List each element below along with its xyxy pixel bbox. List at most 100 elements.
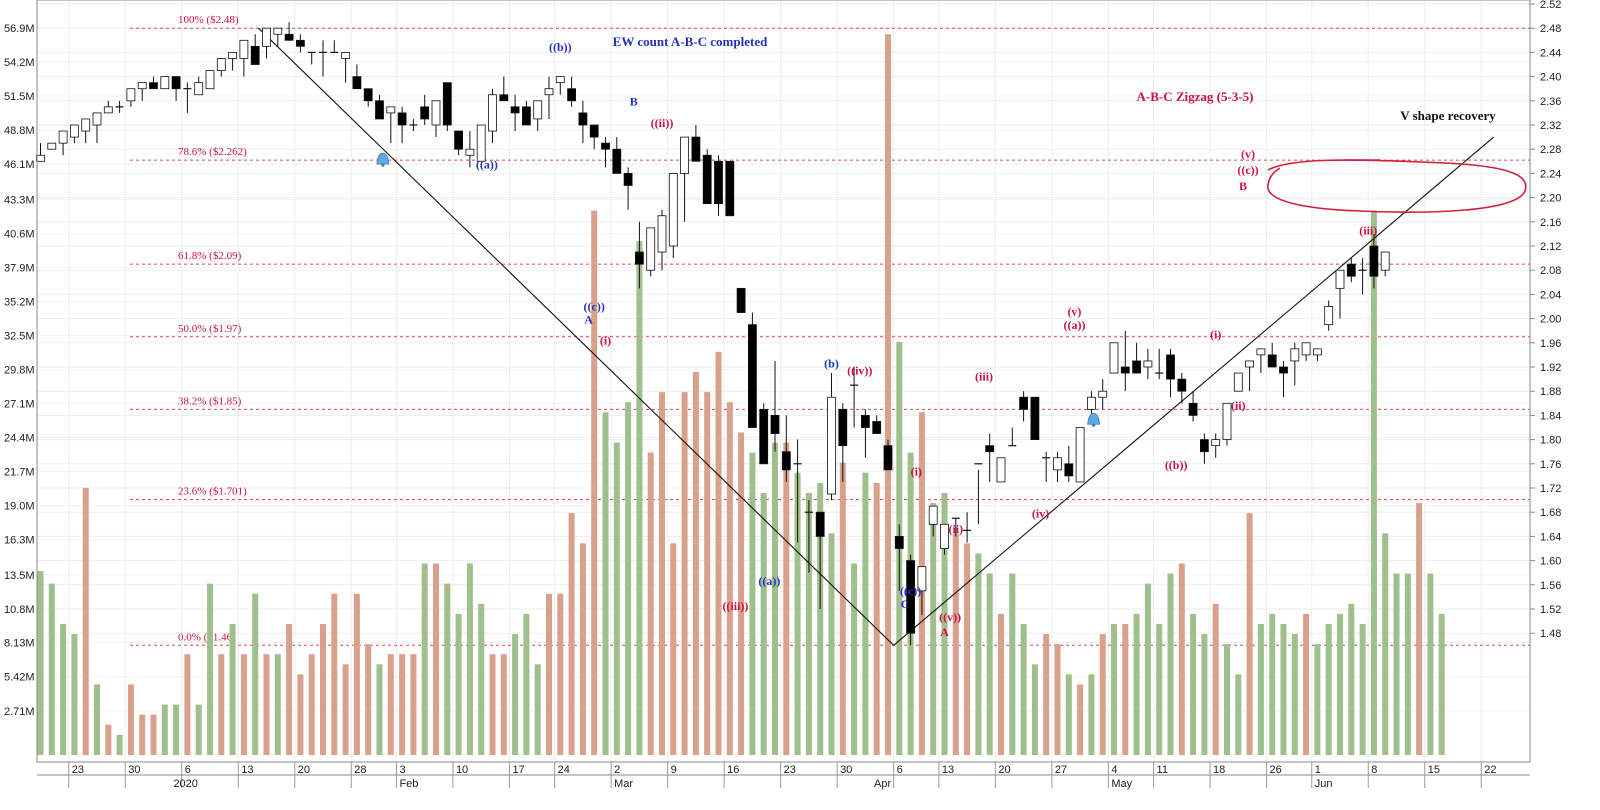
- volume-tick-label: 48.8M: [4, 125, 35, 137]
- candle-body: [544, 88, 554, 96]
- volume-bar: [207, 583, 213, 755]
- volume-tick-label: 27.1M: [4, 399, 35, 411]
- volume-bar: [862, 472, 869, 755]
- candle: [47, 142, 57, 150]
- candle: [850, 367, 859, 428]
- volume-bar: [1178, 563, 1185, 755]
- volume-bar: [738, 432, 745, 755]
- volume-bar: [353, 593, 360, 755]
- volume-bar: [1065, 674, 1072, 755]
- candle-body: [861, 414, 870, 428]
- candle: [1155, 348, 1164, 380]
- candle: [420, 94, 430, 125]
- volume-bar: [1111, 623, 1117, 755]
- volume-tick-label: 46.1M: [4, 159, 35, 171]
- candle: [307, 51, 316, 65]
- candle-body: [465, 148, 475, 156]
- candle-body: [363, 88, 373, 102]
- wave-label: ((c)): [584, 300, 605, 314]
- volume-bar: [229, 623, 236, 755]
- fib-level-label: 23.6% ($1.701): [178, 485, 247, 497]
- candle-body: [1279, 366, 1288, 374]
- candle-body: [250, 45, 260, 65]
- candle: [103, 100, 113, 114]
- candle: [646, 227, 656, 277]
- volume-bar: [1031, 664, 1038, 755]
- candle-body: [1075, 427, 1085, 483]
- volume-bar: [1201, 634, 1208, 755]
- candle: [183, 82, 192, 113]
- candle: [92, 112, 102, 144]
- price-tick-label: 2.28: [1540, 144, 1561, 156]
- candle: [115, 100, 124, 113]
- price-tick-label: 2.04: [1540, 289, 1561, 301]
- volume-bar: [1427, 573, 1434, 755]
- volume-bar: [512, 634, 519, 755]
- candle-body: [476, 124, 486, 162]
- volume-bar: [308, 654, 315, 755]
- candle-body: [499, 94, 509, 102]
- x-period-label: Jun: [1315, 778, 1333, 790]
- candle-body: [341, 52, 351, 59]
- x-period-label: 2020: [173, 778, 197, 790]
- candle: [894, 524, 904, 591]
- candle: [567, 76, 576, 107]
- candle: [1313, 348, 1322, 361]
- candle: [1188, 391, 1198, 422]
- volume-bar: [455, 613, 462, 755]
- wave-label: ((v)): [939, 610, 961, 624]
- volume-bar: [161, 704, 168, 755]
- volume-tick-label: 37.9M: [4, 262, 35, 274]
- candle: [668, 172, 678, 259]
- candle-body: [420, 106, 430, 120]
- candle: [781, 415, 791, 482]
- candle-body: [442, 82, 452, 126]
- volume-bar: [591, 210, 598, 755]
- x-day-label: 13: [241, 764, 253, 776]
- volume-bar: [659, 392, 665, 755]
- bell-icon: [376, 152, 390, 167]
- candle-body: [1120, 366, 1130, 374]
- candle-body: [1267, 354, 1277, 368]
- candle-body: [1109, 342, 1119, 374]
- volume-bar: [794, 472, 801, 755]
- volume-bar: [647, 452, 654, 755]
- price-tick-label: 1.60: [1540, 556, 1561, 568]
- candle-body: [58, 130, 68, 144]
- volume-bar: [1382, 533, 1389, 755]
- price-tick-label: 1.64: [1540, 531, 1561, 543]
- candle: [375, 94, 384, 120]
- candle-body: [1222, 402, 1232, 440]
- volume-tick-label: 2.71M: [4, 706, 35, 718]
- volume-bar: [964, 543, 971, 755]
- candle-body: [284, 33, 294, 41]
- candle-body: [103, 106, 113, 114]
- candle: [1245, 360, 1254, 392]
- candle-body: [770, 414, 780, 434]
- volume-bar: [1144, 583, 1151, 755]
- volume-bar: [930, 503, 937, 755]
- trend-line: [893, 136, 1495, 646]
- candle: [1053, 451, 1062, 482]
- candle-body: [612, 148, 622, 174]
- volume-tick-label: 13.5M: [4, 570, 35, 582]
- volume-bar: [1269, 613, 1276, 755]
- x-day-label: 20: [998, 764, 1010, 776]
- volume-bar: [376, 664, 383, 755]
- candle-body: [827, 396, 836, 495]
- volume-bar: [579, 543, 586, 755]
- volume-tick-label: 16.3M: [4, 535, 35, 547]
- candle-body: [47, 142, 57, 150]
- candle-body: [1233, 372, 1243, 392]
- price-tick-label: 1.56: [1540, 580, 1561, 592]
- candle: [702, 149, 712, 205]
- volume-bar: [297, 674, 304, 755]
- candle: [126, 88, 136, 107]
- wave-label: ((a)): [1063, 318, 1085, 332]
- volume-bar: [489, 654, 496, 755]
- candle-body: [1166, 354, 1175, 380]
- candle: [612, 137, 622, 174]
- candle-body: [194, 82, 204, 96]
- volume-bar: [1370, 210, 1377, 755]
